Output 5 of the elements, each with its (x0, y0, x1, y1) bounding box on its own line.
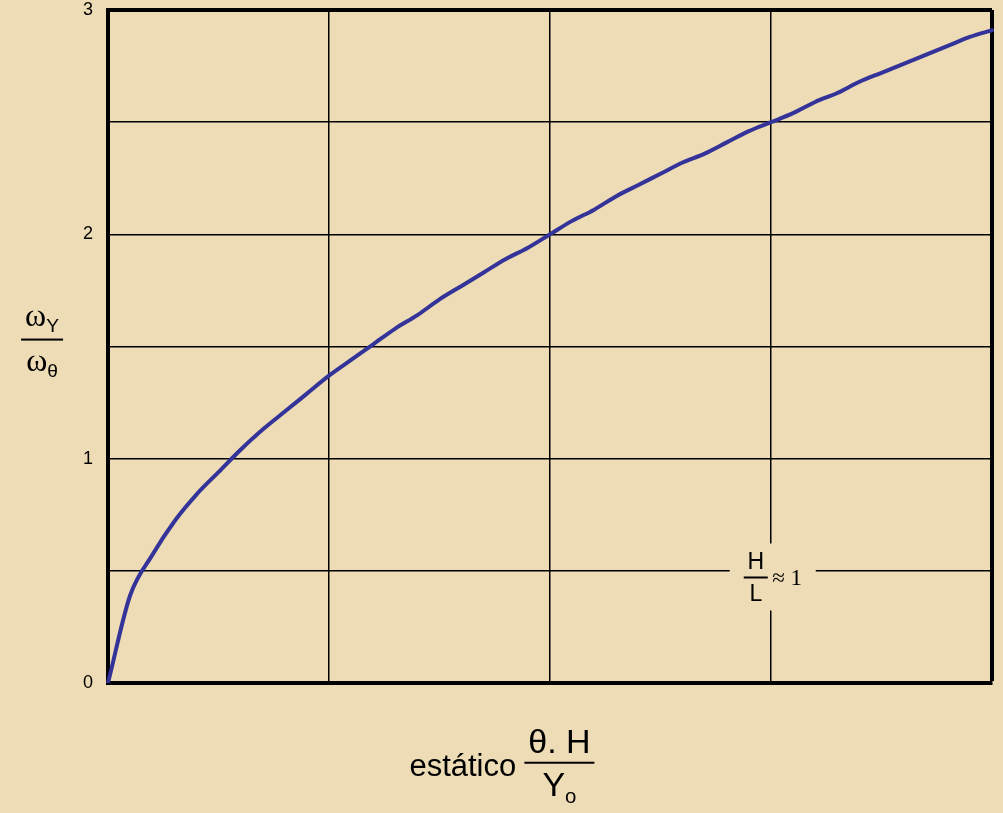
y-tick-label: 1 (82, 447, 93, 468)
y-tick-label: 0 (82, 671, 93, 692)
y-tick-label: 3 (82, 0, 93, 19)
y-tick-label: 2 (82, 223, 93, 244)
y-axis-title: ω$_{Y}$ ω$_{θ}$ (24, 296, 60, 382)
